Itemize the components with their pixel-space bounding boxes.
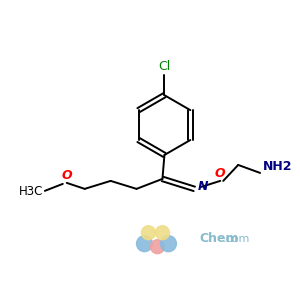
Text: N: N xyxy=(197,180,208,194)
Text: .com: .com xyxy=(223,234,250,244)
Circle shape xyxy=(155,226,170,240)
Text: O: O xyxy=(61,169,72,182)
Circle shape xyxy=(136,236,152,252)
Text: NH2: NH2 xyxy=(263,160,292,173)
Text: H3C: H3C xyxy=(19,185,43,198)
Text: O: O xyxy=(215,167,226,180)
Text: Chem: Chem xyxy=(199,232,239,245)
Text: Cl: Cl xyxy=(158,60,171,73)
Circle shape xyxy=(142,226,155,240)
Circle shape xyxy=(151,240,164,254)
Circle shape xyxy=(160,236,176,252)
